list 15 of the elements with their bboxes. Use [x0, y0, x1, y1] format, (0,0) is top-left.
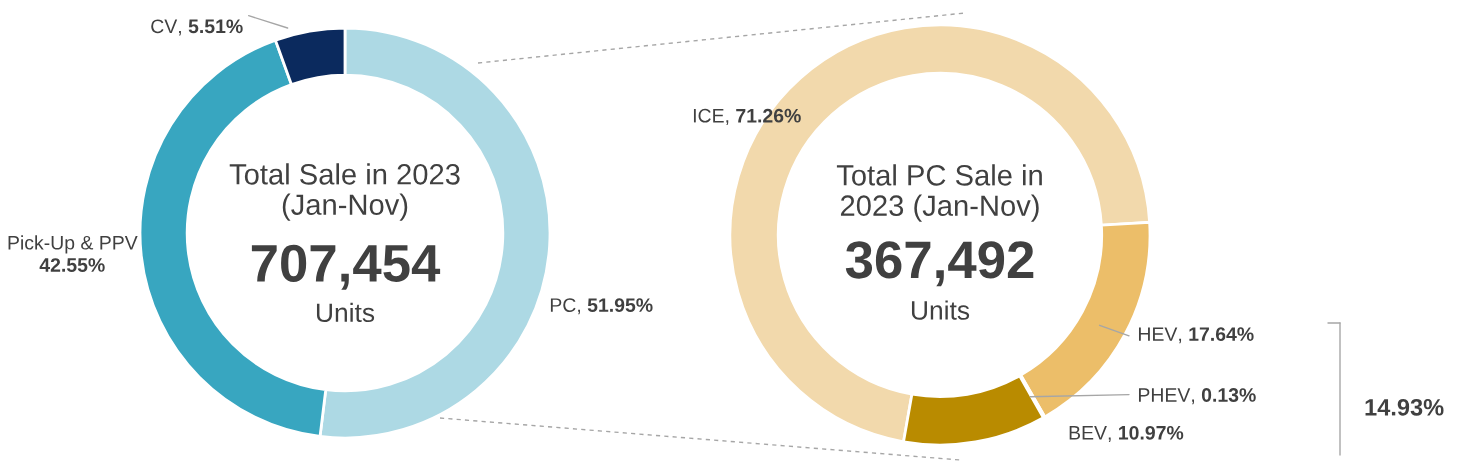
slice-label: CV, 5.51%	[151, 19, 243, 36]
text: Units	[316, 302, 375, 323]
text: 707,454	[251, 244, 441, 290]
text: Units	[911, 300, 970, 320]
text: Total PC Sale in 2023 (Jan-Nov)	[836, 164, 1042, 222]
slice-label: PC, 51.95%	[550, 298, 653, 315]
slice-label: PHEV, 0.13%	[1138, 388, 1256, 405]
text: Total Sale in 2023 (Jan-Nov)	[229, 163, 460, 221]
data-label: 42.55%	[39, 258, 105, 272]
slice-label: Pick-Up & PPV	[8, 235, 138, 254]
slice-label: HEV, 17.64%	[1138, 327, 1254, 344]
slice-label: BEV, 10.97%	[1069, 425, 1184, 442]
text: 14.93%	[1365, 398, 1444, 416]
slice-label: ICE, 71.26%	[693, 108, 801, 125]
text: 367,492	[845, 241, 1034, 287]
